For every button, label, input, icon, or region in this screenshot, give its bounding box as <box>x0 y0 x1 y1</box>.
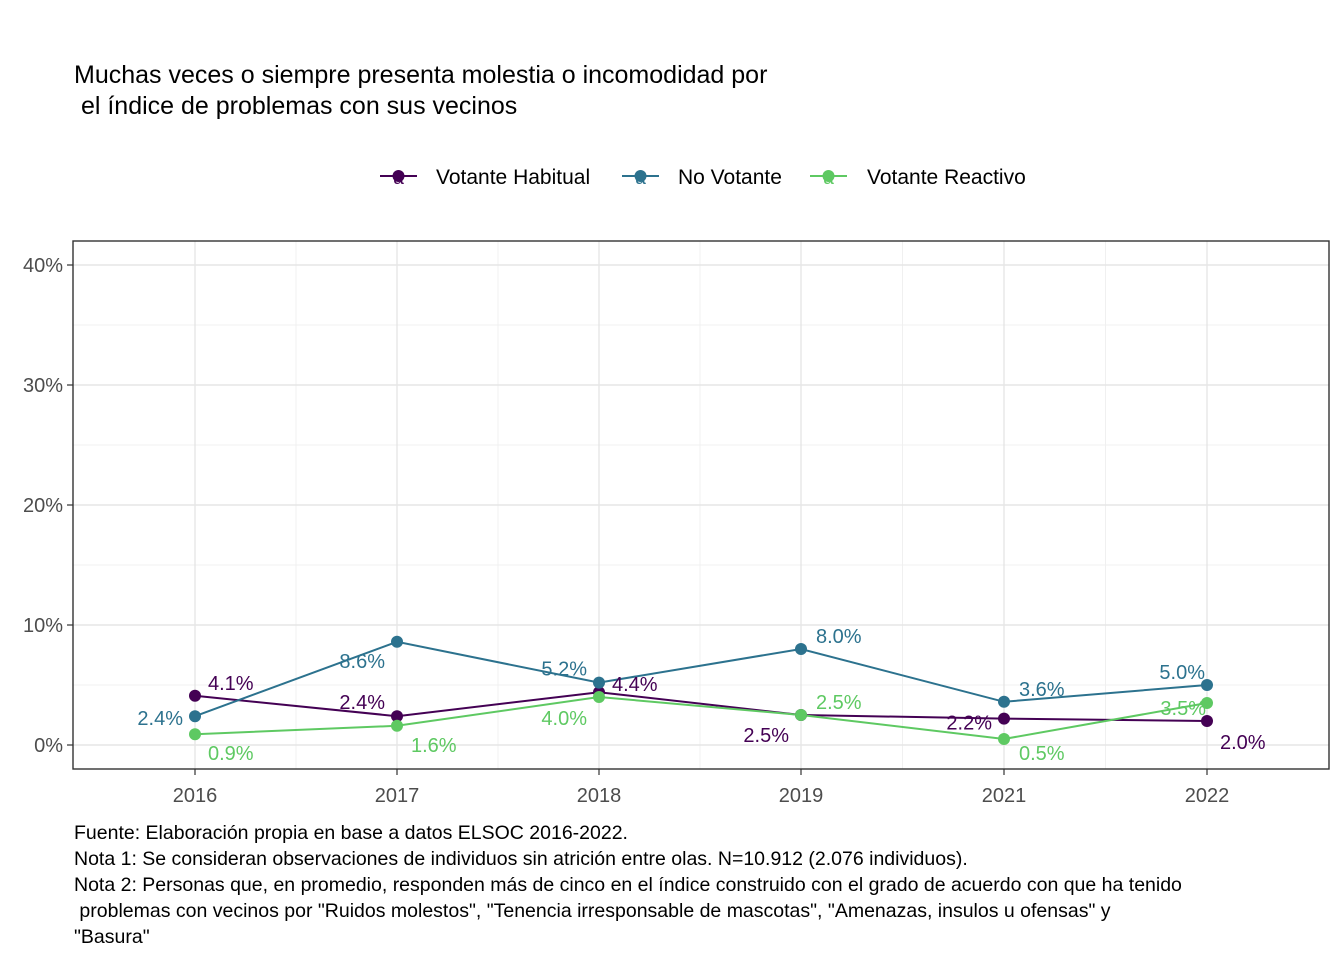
legend-key-glyph: a <box>393 168 404 189</box>
x-tick-label: 2022 <box>1185 785 1230 807</box>
data-label: 2.2% <box>946 713 992 735</box>
y-tick-label: 0% <box>34 735 63 757</box>
legend-key-point <box>634 170 647 182</box>
y-tick-label: 40% <box>23 255 63 277</box>
data-label: 8.0% <box>816 626 862 648</box>
data-label: 5.2% <box>541 659 587 681</box>
data-point <box>998 733 1010 745</box>
data-label: 3.6% <box>1019 679 1065 701</box>
data-point <box>1201 715 1213 727</box>
data-point <box>391 710 403 723</box>
data-label: 2.4% <box>339 692 385 714</box>
chart-title: Muchas veces o siempre presenta molestia… <box>74 61 768 120</box>
legend-key-glyph: a <box>823 168 834 189</box>
data-label: 0.9% <box>208 743 254 765</box>
series-line <box>194 695 1208 741</box>
data-point <box>1201 697 1213 709</box>
data-point <box>593 691 605 703</box>
data-point <box>795 709 807 721</box>
data-label: 2.0% <box>1220 732 1266 754</box>
chart-caption: Fuente: Elaboración propia en base a dat… <box>74 822 1182 948</box>
data-point <box>189 710 201 723</box>
y-tick-label: 20% <box>23 495 63 517</box>
data-label: 0.5% <box>1019 743 1065 765</box>
data-point <box>998 695 1010 708</box>
data-point <box>391 719 403 732</box>
legend-key-glyph: a <box>635 168 646 189</box>
data-label: 3.5% <box>1160 698 1206 720</box>
data-label: 4.1% <box>208 673 254 695</box>
legend-label: Votante Reactivo <box>867 166 1026 189</box>
data-label: 2.5% <box>816 692 862 714</box>
panel-border <box>72 240 1330 770</box>
x-tick-label: 2017 <box>375 785 420 807</box>
y-tick-label: 30% <box>23 375 63 397</box>
data-label: 5.0% <box>1159 662 1205 684</box>
data-point <box>1201 679 1213 691</box>
y-tick-label: 10% <box>23 615 63 637</box>
data-label: 4.4% <box>612 674 658 696</box>
data-label: 2.5% <box>743 725 789 747</box>
data-point <box>391 635 403 648</box>
x-tick-label: 2019 <box>779 785 824 807</box>
data-label: 1.6% <box>411 735 457 757</box>
data-point <box>795 643 807 655</box>
x-tick-label: 2018 <box>577 785 622 807</box>
data-label: 8.6% <box>339 651 385 673</box>
x-tick-label: 2021 <box>982 785 1027 807</box>
series-line <box>194 691 1208 722</box>
legend-key-point <box>392 170 405 182</box>
legend-label: Votante Habitual <box>436 166 590 189</box>
data-point <box>189 689 201 702</box>
legend-key-point <box>822 170 835 182</box>
x-tick-label: 2016 <box>173 785 218 807</box>
data-label: 4.0% <box>541 708 587 730</box>
data-point <box>998 712 1010 725</box>
data-point <box>189 728 201 741</box>
data-label: 2.4% <box>137 708 183 730</box>
data-point <box>593 676 605 689</box>
legend-label: No Votante <box>678 166 782 189</box>
series-line <box>194 640 1208 718</box>
